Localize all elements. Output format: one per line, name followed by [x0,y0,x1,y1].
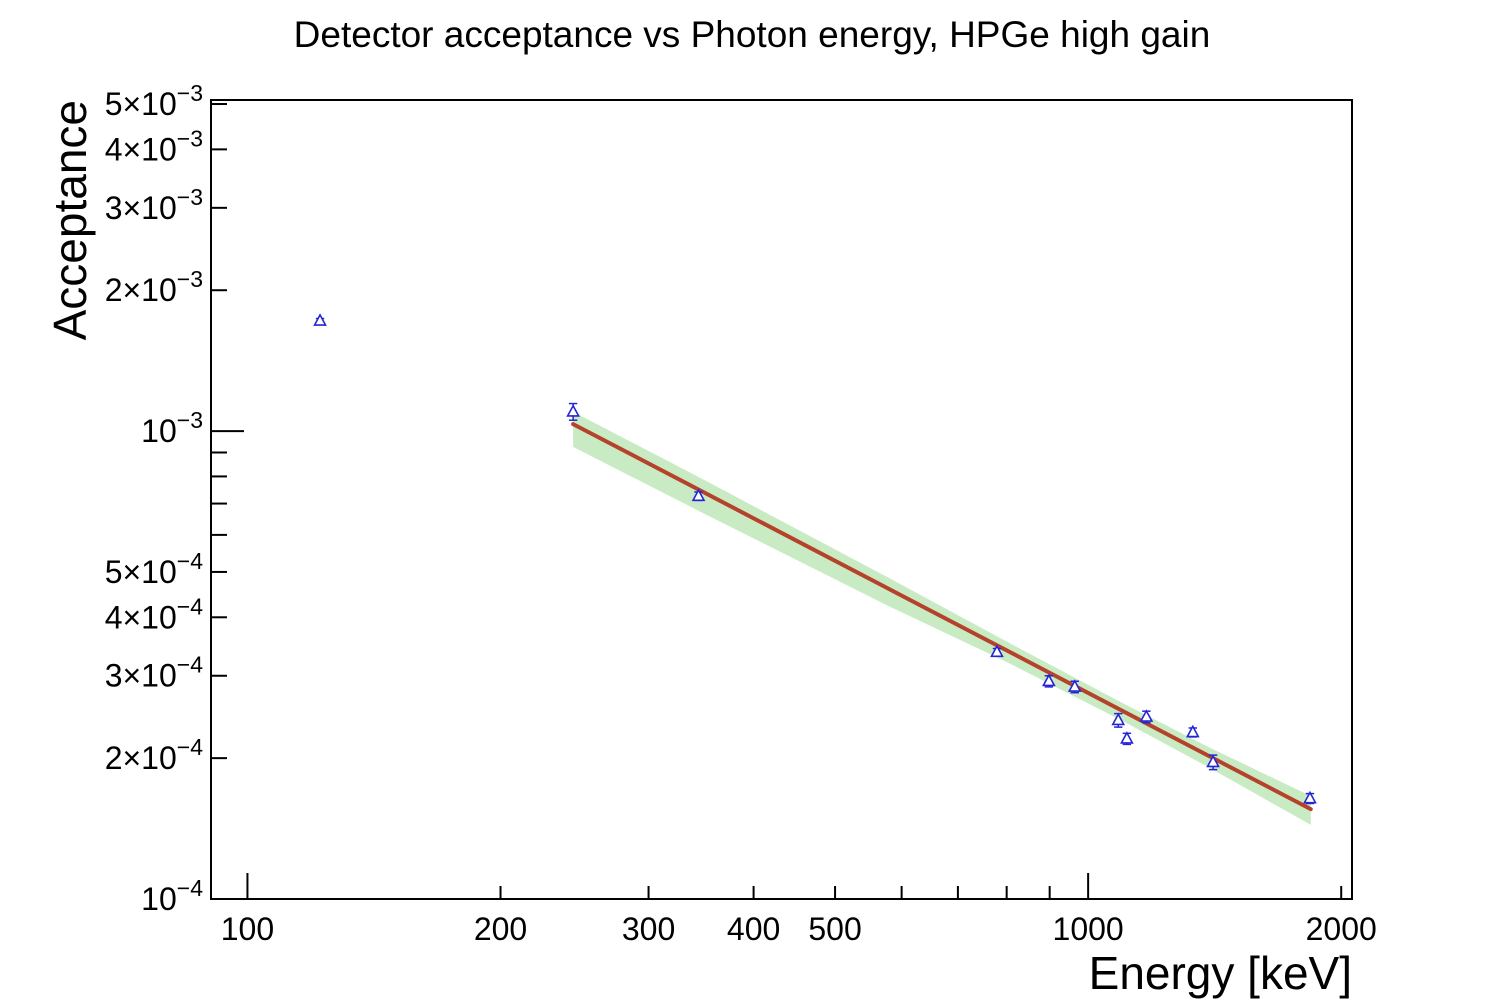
data-point [313,313,327,326]
plot-title: Detector acceptance vs Photon energy, HP… [293,14,1211,55]
data-point [1139,709,1154,724]
x-axis-title: Energy [keV] [1089,947,1352,999]
triangle-marker [1042,673,1056,687]
data-point [1042,673,1056,688]
y-tick-label: 10−3 [141,407,203,449]
triangle-marker [313,313,327,326]
triangle-marker [1111,712,1126,726]
triangle-marker [1206,754,1220,768]
data-point [1120,731,1134,746]
data-point [1185,724,1200,738]
y-tick-label: 2×10−3 [105,266,203,308]
y-tick-label: 3×10−4 [105,652,204,694]
x-tick-label: 200 [474,911,527,947]
plot-frame [210,99,1353,900]
y-tick-label: 5×10−3 [105,80,203,122]
x-tick-label: 400 [727,911,780,947]
y-tick-label: 3×10−3 [105,184,203,226]
triangle-marker [1067,679,1082,692]
x-tick-label: 500 [808,911,861,947]
x-tick-label: 1000 [1053,911,1124,947]
y-axis-title: Acceptance [44,100,96,340]
y-tick-label: 4×10−4 [105,593,204,635]
triangle-marker [990,644,1004,658]
data-point [566,402,580,421]
data-point [691,488,706,502]
data-point [990,644,1004,658]
x-tick-label: 100 [221,911,274,947]
y-tick-label: 10−4 [141,875,203,917]
data-point [1067,679,1082,694]
y-tick-label: 2×10−4 [105,734,204,776]
y-tick-label: 5×10−4 [105,548,204,590]
triangle-marker [1120,731,1134,744]
axis-layer: 100 200 300 400 500 1000 2000 10−4 2×10−4 3×10−4 4… [105,80,1377,947]
data-point [1206,754,1220,771]
fit-layer [571,422,1313,812]
data-point [1303,790,1317,805]
data-point [1111,712,1126,728]
triangle-marker [566,404,580,417]
triangle-marker [691,488,706,502]
x-tick-label: 300 [622,911,675,947]
y-tick-label: 4×10−3 [105,125,203,167]
triangle-marker [1185,724,1200,738]
fit-line [571,422,1313,812]
x-tick-label: 2000 [1306,911,1377,947]
point-layer [313,313,1317,805]
triangle-marker [1139,709,1154,722]
triangle-marker [1303,790,1317,804]
